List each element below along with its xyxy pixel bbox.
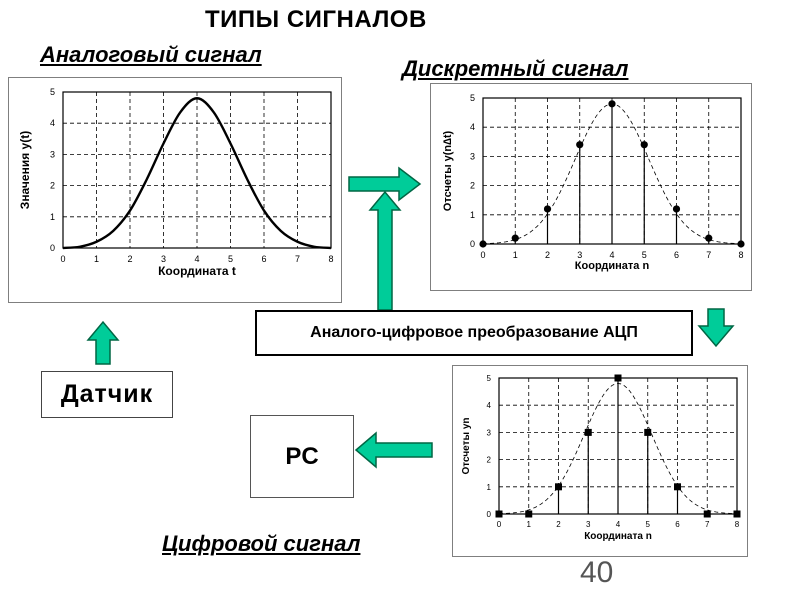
y-tick-label: 2 <box>487 456 492 465</box>
sensor-label: Датчик <box>60 380 154 408</box>
page-number: 40 <box>580 556 614 589</box>
x-tick-label: 7 <box>295 254 300 264</box>
data-point <box>576 141 584 149</box>
x-tick-label: 4 <box>609 250 614 260</box>
data-point <box>511 234 519 242</box>
x-tick-label: 8 <box>328 254 333 264</box>
digital-chart-frame: 0 1 2 3 4 5 6 7 8 0 1 2 3 4 5 Координата n Отсчеты yn <box>452 365 748 557</box>
data-point <box>584 428 592 436</box>
x-tick-label: 4 <box>194 254 199 264</box>
x-tick-label: 2 <box>556 520 561 529</box>
sensor-box: Датчик <box>41 371 173 418</box>
x-tick-label: 5 <box>228 254 233 264</box>
data-point <box>614 374 622 382</box>
x-tick-label: 4 <box>616 520 621 529</box>
y-tick-label: 0 <box>470 239 475 249</box>
x-tick-label: 6 <box>674 250 679 260</box>
y-tick-label: 3 <box>470 151 475 161</box>
data-point <box>495 510 503 518</box>
arrow-up-icon <box>86 320 120 365</box>
data-point <box>608 100 616 108</box>
x-axis-label: Координата n <box>584 531 652 542</box>
x-tick-label: 8 <box>735 520 740 529</box>
y-axis-label: Значения y(t) <box>18 131 32 209</box>
heading-analog: Аналоговый сигнал <box>40 42 262 67</box>
x-tick-label: 1 <box>527 520 532 529</box>
data-point <box>674 483 681 491</box>
x-tick-label: 0 <box>60 254 65 264</box>
x-tick-label: 3 <box>577 250 582 260</box>
digital-chart: 0 1 2 3 4 5 6 7 8 0 1 2 3 4 5 Координата n Отсчеты yn <box>461 374 741 542</box>
y-tick-label: 5 <box>470 93 475 103</box>
x-tick-label: 7 <box>706 250 711 260</box>
y-tick-label: 1 <box>470 210 475 220</box>
x-tick-label: 0 <box>480 250 485 260</box>
data-point <box>703 510 711 518</box>
x-tick-label: 5 <box>646 520 651 529</box>
x-tick-label: 7 <box>705 520 710 529</box>
y-tick-label: 4 <box>487 401 492 410</box>
data-point <box>640 141 648 149</box>
y-tick-label: 1 <box>50 212 55 222</box>
y-tick-label: 4 <box>50 118 55 128</box>
data-point <box>543 205 552 213</box>
arrow-right-icon <box>348 166 422 202</box>
data-point <box>737 240 745 248</box>
pc-label: PC <box>285 442 319 470</box>
y-tick-label: 5 <box>50 87 55 97</box>
y-tick-label: 2 <box>470 181 475 191</box>
heading-digital: Цифровой сигнал <box>162 531 361 556</box>
arrow-down-icon <box>697 308 735 348</box>
x-axis-label: Координата t <box>158 264 236 278</box>
x-tick-label: 1 <box>513 250 518 260</box>
y-tick-label: 3 <box>50 149 55 159</box>
x-tick-label: 2 <box>127 254 132 264</box>
x-tick-label: 6 <box>675 520 680 529</box>
x-tick-label: 3 <box>161 254 166 264</box>
data-point <box>705 234 713 242</box>
adc-box: Аналого-цифровое преобразование АЦП <box>255 310 693 356</box>
arrow-up-icon <box>368 190 402 311</box>
x-tick-label: 2 <box>545 250 550 260</box>
x-tick-label: 5 <box>642 250 647 260</box>
series-line <box>62 97 332 250</box>
x-tick-label: 8 <box>738 250 743 260</box>
y-tick-label: 2 <box>50 181 55 191</box>
data-point <box>479 240 487 248</box>
data-point <box>525 510 533 518</box>
x-tick-label: 1 <box>94 254 99 264</box>
data-point <box>555 483 562 491</box>
x-tick-label: 0 <box>497 520 502 529</box>
data-point <box>644 428 652 436</box>
y-tick-label: 0 <box>487 510 492 519</box>
y-tick-label: 0 <box>50 243 55 253</box>
x-axis-label: Координата n <box>575 260 650 272</box>
data-point <box>733 510 741 518</box>
adc-label: Аналого-цифровое преобразование АЦП <box>310 324 638 341</box>
y-tick-label: 4 <box>470 122 475 132</box>
discrete-chart-frame: 0 1 2 3 4 5 6 7 8 0 1 2 3 4 5 Координата n Отсчеты y(n∆t… <box>430 83 752 291</box>
arrow-left-icon <box>354 431 433 469</box>
heading-discrete: Дискретный сигнал <box>402 56 629 81</box>
x-tick-label: 3 <box>586 520 591 529</box>
x-tick-label: 6 <box>261 254 266 264</box>
y-tick-label: 1 <box>487 483 492 492</box>
y-tick-label: 5 <box>487 374 492 383</box>
analog-chart-frame: 0 1 2 3 4 5 6 7 8 0 1 2 3 4 5 Координата t Значения y(t) <box>8 77 342 303</box>
y-axis-label: Отсчеты yn <box>461 418 472 475</box>
data-point <box>672 205 681 213</box>
y-tick-label: 3 <box>487 428 492 437</box>
plot-area <box>62 91 332 249</box>
y-axis-label: Отсчеты y(n∆t) <box>442 130 454 211</box>
page-title: ТИПЫ СИГНАЛОВ <box>205 6 427 33</box>
pc-box: PC <box>250 415 354 498</box>
